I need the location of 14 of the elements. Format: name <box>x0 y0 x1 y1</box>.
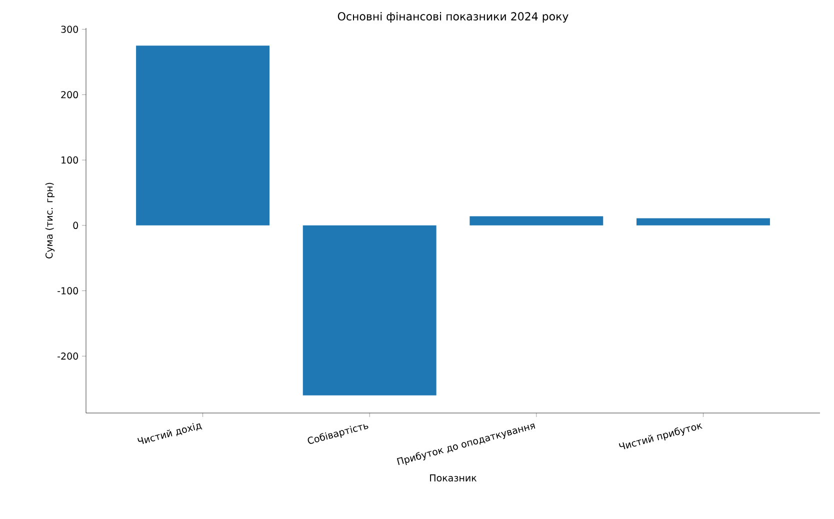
y-axis-title: Сума (тис. грн) <box>45 182 55 258</box>
y-tick-label: 0 <box>73 222 78 229</box>
chart-title: Основні фінансові показники 2024 року <box>338 12 568 23</box>
bar <box>636 218 770 226</box>
y-tick-label: -200 <box>58 352 78 360</box>
y-tick-label: 100 <box>62 156 78 164</box>
x-axis-title: Показник <box>430 474 477 482</box>
bar <box>136 46 270 226</box>
y-tick-label: 200 <box>61 91 78 98</box>
bar <box>470 216 604 226</box>
y-tick-label: 300 <box>61 26 78 33</box>
bar <box>302 225 436 396</box>
y-tick-label: -100 <box>58 287 78 294</box>
x-tick-label: Чистий дохід <box>137 423 202 444</box>
